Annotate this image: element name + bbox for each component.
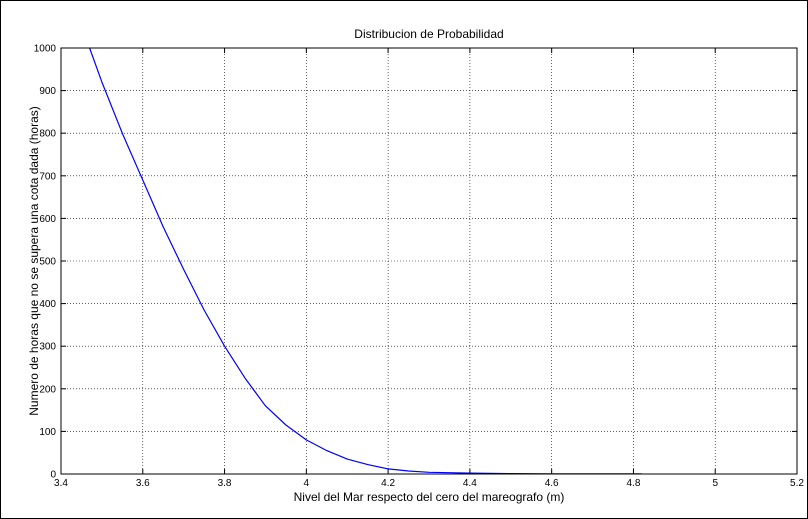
y-tick-label: 0: [50, 470, 56, 481]
x-tick-label: 5.2: [790, 478, 804, 489]
x-tick-label: 3.8: [218, 478, 232, 489]
tick-marks: [60, 47, 798, 475]
grid-lines: [61, 48, 797, 474]
y-tick-label: 400: [39, 299, 56, 310]
x-tick-label: 3.4: [54, 478, 68, 489]
y-tick-label: 200: [39, 384, 56, 395]
y-tick-label: 100: [39, 427, 56, 438]
x-tick-label: 4.4: [463, 478, 477, 489]
y-tick-label: 500: [39, 257, 56, 268]
y-tick-label: 300: [39, 342, 56, 353]
x-tick-label: 4.2: [381, 478, 395, 489]
y-tick-label: 1000: [34, 44, 57, 55]
y-tick-label: 800: [39, 129, 56, 140]
chart-title: Distribucion de Probabilidad: [354, 27, 503, 41]
x-axis-label: Nivel del Mar respecto del cero del mare…: [294, 490, 565, 504]
x-tick-label: 3.6: [136, 478, 150, 489]
y-tick-label: 700: [39, 171, 56, 182]
y-tick-label: 900: [39, 86, 56, 97]
x-tick-label: 4: [304, 478, 310, 489]
axes-background: [61, 48, 797, 474]
x-tick-label: 4.6: [545, 478, 559, 489]
x-tick-label: 5: [712, 478, 718, 489]
y-tick-label: 600: [39, 214, 56, 225]
y-axis-label: Numero de horas que no se supera una cot…: [27, 106, 41, 416]
x-tick-label: 4.8: [626, 478, 640, 489]
